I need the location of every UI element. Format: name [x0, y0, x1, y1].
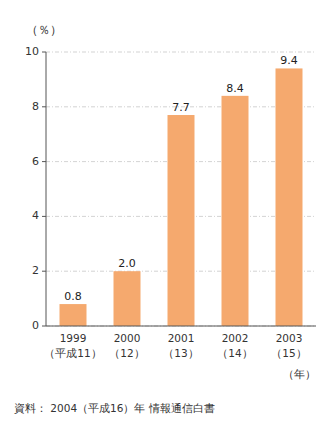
category-label: 1999（平成11） — [44, 332, 101, 359]
tick-mark — [42, 52, 46, 53]
data-label: 2.0 — [118, 257, 136, 270]
tick-label: 8 — [32, 100, 39, 113]
chart: 0 2 4 6 8 10 0.8 2.0 7.7 8.4 9.4 1999（平成11） 2000（12）… — [0, 0, 332, 426]
grid-line — [46, 326, 316, 327]
bar — [114, 271, 141, 326]
tick-label: 2 — [32, 264, 39, 277]
grid-line — [46, 52, 316, 53]
chart-container: 0 2 4 6 8 10 0.8 2.0 7.7 8.4 9.4 1999（平成11） 2000（12）… — [0, 0, 332, 426]
tick-label: 4 — [32, 209, 39, 222]
y-axis-line — [46, 52, 47, 326]
data-label: 8.4 — [226, 82, 244, 95]
y-axis-label: （％） — [26, 23, 62, 37]
bar — [276, 68, 303, 326]
category-label: 2000（12） — [109, 332, 144, 359]
tick-mark — [42, 326, 46, 327]
category-label: 2001（13） — [163, 332, 198, 359]
x-axis: 1999（平成11） 2000（12） 2001（13） 2002（14） 2003（1… — [44, 332, 306, 359]
category-label: 2003（15） — [271, 332, 306, 359]
bars — [60, 68, 303, 326]
tick-mark — [42, 161, 46, 162]
x-axis-line — [46, 326, 316, 327]
category-label: 2002（14） — [217, 332, 252, 359]
x-axis-label: （年） — [283, 368, 316, 380]
data-label: 7.7 — [172, 101, 190, 114]
data-label: 0.8 — [64, 290, 82, 303]
bar — [60, 304, 87, 326]
data-label: 9.4 — [280, 54, 298, 67]
tick-label: 0 — [32, 319, 39, 332]
y-axis: 0 2 4 6 8 10 — [25, 45, 316, 332]
bar — [168, 115, 195, 326]
tick-mark — [42, 106, 46, 107]
bar — [222, 96, 249, 326]
source-note: 資料： 2004（平成16）年 情報通信白書 — [14, 402, 215, 414]
tick-mark — [42, 216, 46, 217]
data-labels: 0.8 2.0 7.7 8.4 9.4 — [64, 54, 298, 303]
tick-label: 6 — [32, 155, 39, 168]
tick-mark — [42, 271, 46, 272]
tick-label: 10 — [25, 45, 39, 58]
